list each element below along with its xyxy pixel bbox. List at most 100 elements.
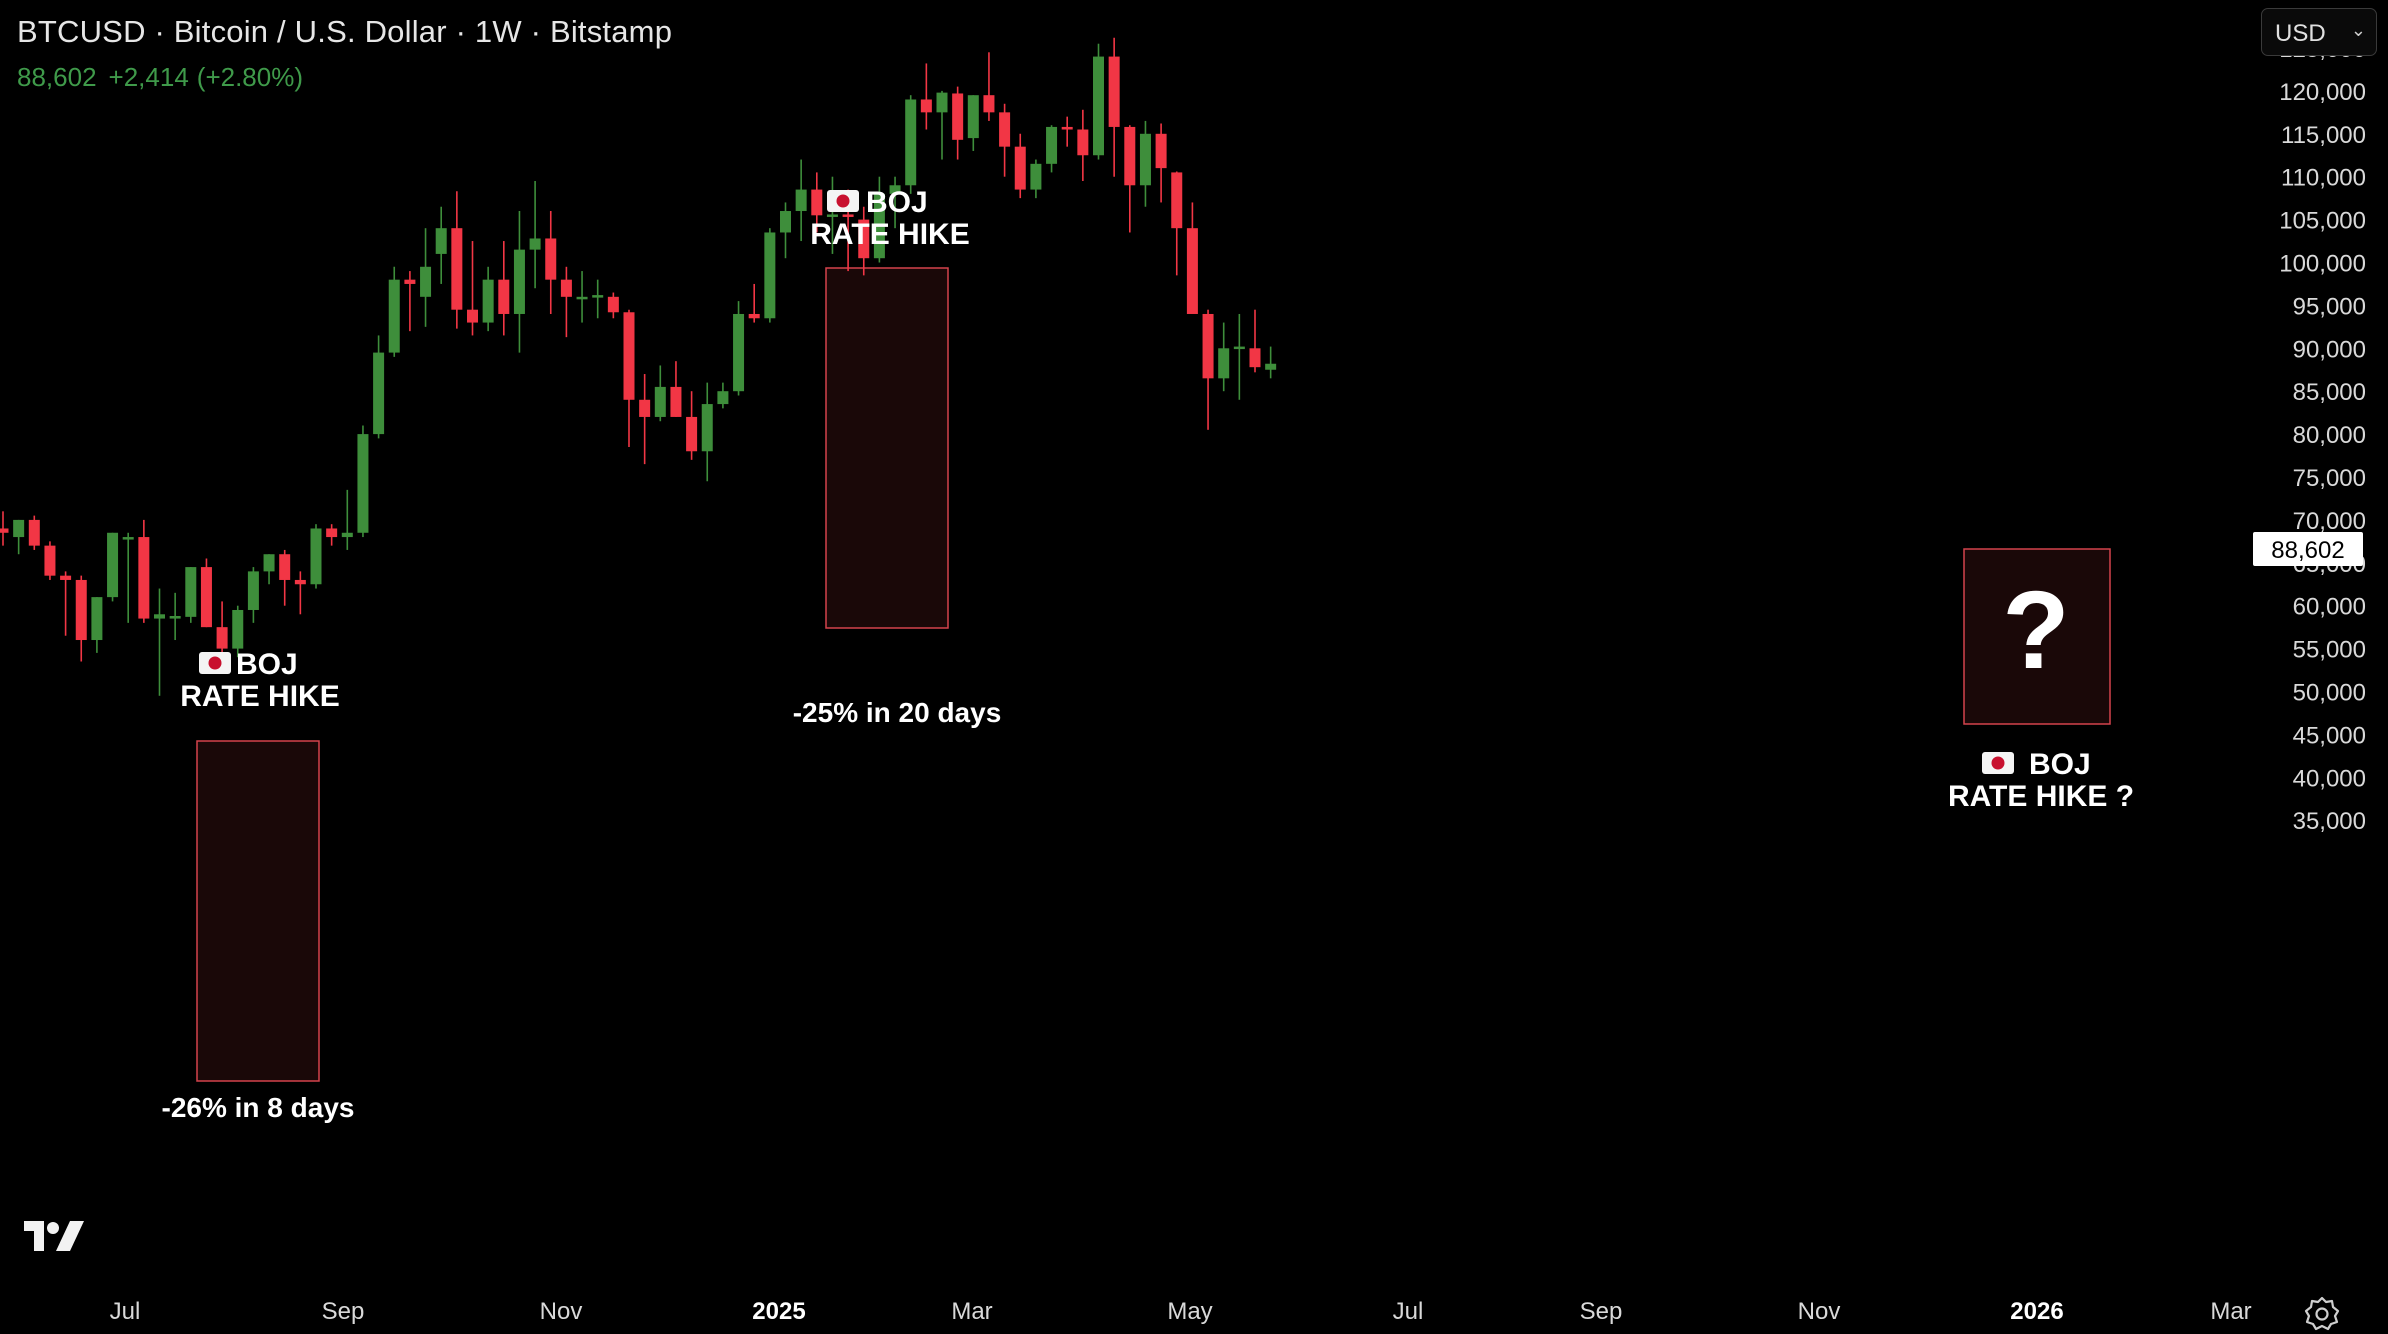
y-tick-label: 95,000 (2293, 293, 2366, 320)
candle-body (310, 528, 322, 585)
candle-body (44, 545, 56, 576)
candle-body (1030, 163, 1042, 190)
candle (780, 202, 791, 259)
candle (967, 95, 979, 151)
candle (357, 425, 369, 538)
candle-body (341, 532, 353, 538)
candle (607, 292, 619, 319)
candle-body (560, 279, 572, 297)
candle-body (91, 597, 103, 641)
candle-body (420, 266, 432, 297)
candle (1249, 309, 1261, 373)
candle (420, 228, 432, 327)
candle-body (169, 615, 181, 619)
symbol-title[interactable]: BTCUSD · Bitcoin / U.S. Dollar · 1W · Bi… (17, 14, 673, 49)
quote-line: 88,602 +2,414 (+2.80%) (17, 62, 315, 93)
chevron-down-icon: ⌄ (2350, 20, 2366, 40)
annotation-boxes (196, 267, 2111, 1082)
candle-body (733, 313, 745, 392)
y-tick-label: 105,000 (2279, 208, 2366, 235)
candle (154, 588, 165, 696)
candle (1046, 125, 1058, 173)
candle (1265, 346, 1277, 379)
candle-body (639, 399, 651, 417)
candle (451, 191, 463, 329)
annotation-3-line1: BOJ (2029, 748, 2091, 781)
candle-body (200, 567, 212, 628)
candle (952, 86, 964, 160)
candle (686, 391, 698, 460)
candle (858, 206, 870, 276)
candle (138, 519, 150, 623)
y-tick-label: 120,000 (2279, 79, 2366, 106)
candle (936, 90, 948, 160)
currency-selector[interactable]: USD ⌄ (2261, 8, 2377, 56)
candle (623, 309, 635, 447)
boj-hike-box-1 (196, 740, 320, 1082)
x-tick-label: Nov (540, 1298, 583, 1325)
candle (482, 266, 494, 332)
candle-body (1061, 126, 1073, 130)
y-tick-label: 35,000 (2293, 808, 2366, 835)
gear-icon[interactable] (2304, 1295, 2340, 1331)
candle-body (780, 211, 791, 233)
candle-body (889, 185, 901, 194)
candle-body (607, 296, 619, 313)
candle (341, 489, 353, 550)
candle (1171, 171, 1183, 276)
candle-body (326, 528, 338, 538)
candle-body (373, 352, 385, 435)
question-mark: ? (2002, 569, 2069, 692)
candle-body (60, 575, 72, 580)
x-tick-label: May (1167, 1298, 1212, 1325)
y-tick-label: 100,000 (2279, 251, 2366, 278)
y-tick-label: 45,000 (2293, 722, 2366, 749)
candle (639, 374, 651, 465)
candle-body (999, 112, 1011, 147)
candle (1093, 43, 1104, 160)
candle (0, 511, 9, 546)
candle (263, 554, 275, 585)
x-axis[interactable]: Jul Sep Nov 2025 Mar May Jul Sep Nov 2026 Mar (110, 1298, 2252, 1325)
candle (107, 532, 119, 602)
candle (1155, 123, 1167, 203)
x-tick-label: 2026 (2010, 1298, 2063, 1325)
candle (513, 211, 525, 353)
candle (1014, 133, 1026, 199)
candle-body (592, 295, 604, 298)
candle-body (654, 386, 666, 417)
candle (1139, 120, 1151, 207)
candle (294, 571, 306, 615)
candle-body (952, 93, 964, 140)
y-tick-label: 115,000 (2281, 122, 2366, 149)
candle (873, 176, 885, 263)
candle-body (467, 309, 478, 323)
candle-body (513, 249, 525, 314)
x-tick-label: Mar (2210, 1298, 2251, 1325)
annotation-2-result: -25% in 20 days (793, 697, 1002, 728)
candle (122, 532, 134, 623)
candle-body (545, 238, 557, 280)
candle (889, 176, 901, 229)
candle-body (701, 404, 713, 452)
candle-body (138, 537, 150, 619)
candle (91, 597, 103, 653)
y-tick-label: 80,000 (2293, 422, 2366, 449)
candle-body (905, 99, 917, 186)
y-tick-label: 110,000 (2281, 165, 2366, 192)
candle (435, 206, 447, 284)
candle-body (185, 567, 197, 617)
candle (592, 279, 604, 319)
candle (701, 382, 713, 482)
y-axis[interactable]: 125,000120,000115,000110,000105,000100,0… (2279, 36, 2366, 835)
japan-flag-icon (1982, 752, 2014, 774)
candle (670, 361, 682, 417)
candle (905, 95, 917, 194)
y-tick-label: 55,000 (2293, 637, 2366, 664)
last-price-marker: 88,602 (2253, 532, 2363, 566)
candle-body (1124, 126, 1136, 186)
candle-body (13, 519, 25, 538)
candle-body (529, 238, 541, 250)
tradingview-logo-icon[interactable] (22, 1219, 86, 1255)
